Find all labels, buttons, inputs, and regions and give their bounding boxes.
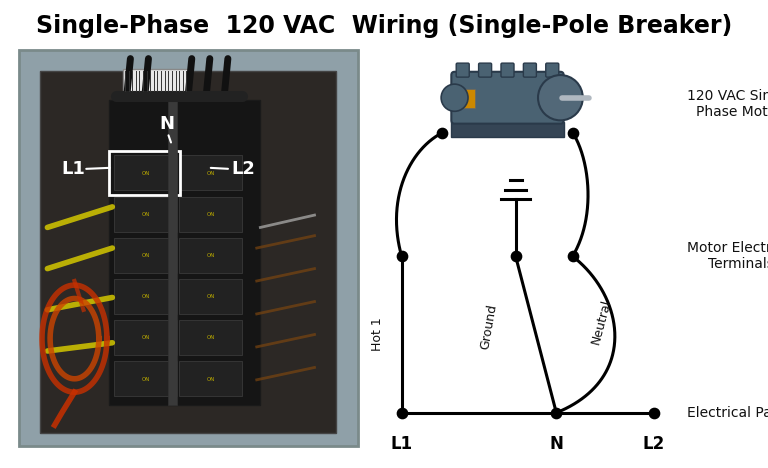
Point xyxy=(436,129,449,137)
FancyBboxPatch shape xyxy=(114,279,177,314)
FancyBboxPatch shape xyxy=(18,51,358,446)
Text: ON: ON xyxy=(207,170,215,176)
FancyBboxPatch shape xyxy=(168,100,177,404)
Text: Single-Phase  120 VAC  Wiring (Single-Pole Breaker): Single-Phase 120 VAC Wiring (Single-Pole… xyxy=(36,14,732,38)
FancyBboxPatch shape xyxy=(123,69,188,92)
Text: Hot 1: Hot 1 xyxy=(371,318,384,351)
Text: Ground: Ground xyxy=(478,302,499,350)
Text: ON: ON xyxy=(207,212,215,217)
FancyBboxPatch shape xyxy=(179,197,242,232)
Text: ON: ON xyxy=(141,376,150,381)
Circle shape xyxy=(538,75,583,120)
Text: L1: L1 xyxy=(391,435,412,453)
Text: ON: ON xyxy=(207,253,215,258)
FancyBboxPatch shape xyxy=(458,89,475,108)
FancyBboxPatch shape xyxy=(179,279,242,314)
Text: ON: ON xyxy=(207,376,215,381)
FancyBboxPatch shape xyxy=(179,155,242,190)
Text: L1: L1 xyxy=(61,160,86,178)
Text: L2: L2 xyxy=(231,160,255,178)
Text: N: N xyxy=(549,435,563,453)
FancyBboxPatch shape xyxy=(114,361,177,396)
FancyBboxPatch shape xyxy=(501,63,514,77)
FancyBboxPatch shape xyxy=(179,320,242,355)
Text: Neutral: Neutral xyxy=(589,298,614,346)
Text: L2: L2 xyxy=(643,435,665,453)
Text: ON: ON xyxy=(207,294,215,299)
FancyBboxPatch shape xyxy=(109,100,260,404)
Point xyxy=(396,409,408,417)
Text: ON: ON xyxy=(141,253,150,258)
Text: Electrical Panel: Electrical Panel xyxy=(687,406,768,420)
FancyBboxPatch shape xyxy=(179,361,242,396)
Text: N: N xyxy=(159,115,174,132)
Text: ON: ON xyxy=(141,294,150,299)
FancyBboxPatch shape xyxy=(114,155,177,190)
Point xyxy=(396,253,408,260)
FancyBboxPatch shape xyxy=(114,238,177,273)
FancyBboxPatch shape xyxy=(523,63,536,77)
Point xyxy=(648,409,660,417)
Text: ON: ON xyxy=(207,335,215,340)
FancyBboxPatch shape xyxy=(40,71,336,433)
Point xyxy=(509,253,521,260)
FancyBboxPatch shape xyxy=(451,123,564,137)
Point xyxy=(567,253,579,260)
Text: ON: ON xyxy=(141,212,150,217)
FancyBboxPatch shape xyxy=(456,63,469,77)
Text: ON: ON xyxy=(141,170,150,176)
Point xyxy=(550,409,562,417)
FancyBboxPatch shape xyxy=(478,63,492,77)
FancyBboxPatch shape xyxy=(114,320,177,355)
Circle shape xyxy=(441,84,468,111)
Text: ON: ON xyxy=(141,335,150,340)
Point xyxy=(567,129,579,137)
Text: 120 VAC Single
Phase Motor: 120 VAC Single Phase Motor xyxy=(687,89,768,119)
FancyBboxPatch shape xyxy=(179,238,242,273)
Text: Motor Electrical
Terminals: Motor Electrical Terminals xyxy=(687,241,768,271)
FancyBboxPatch shape xyxy=(452,72,564,124)
FancyBboxPatch shape xyxy=(114,197,177,232)
FancyBboxPatch shape xyxy=(546,63,559,77)
